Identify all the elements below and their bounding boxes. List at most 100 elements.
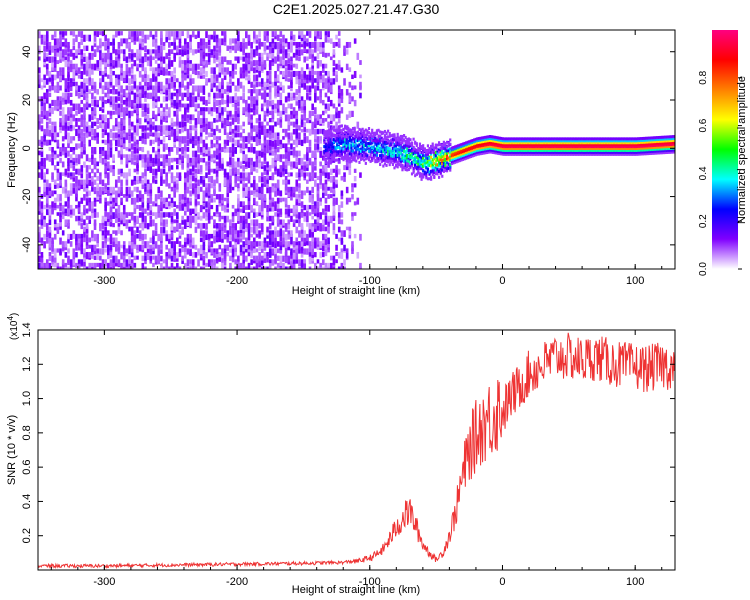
- spectrogram-cell: [237, 201, 240, 209]
- carrier-cell: [350, 146, 353, 150]
- spectrogram-cell: [109, 194, 113, 202]
- spectrogram-cell: [154, 157, 158, 164]
- spectrogram-cell: [295, 201, 299, 206]
- spectrogram-cell: [149, 67, 153, 72]
- spectrogram-cell: [205, 60, 208, 68]
- carrier-cell: [358, 160, 361, 164]
- spectrogram-cell: [67, 208, 70, 215]
- spectrogram-cell: [112, 103, 115, 110]
- spectrogram-cell: [319, 89, 322, 94]
- spectrogram-cell: [133, 96, 137, 104]
- spectrogram-cell: [335, 197, 338, 205]
- spectrogram-cell: [181, 244, 184, 249]
- spectrogram-cell: [213, 157, 216, 164]
- spectrogram-cell: [298, 186, 301, 194]
- carrier-cell: [345, 153, 348, 157]
- spectrogram-cell: [324, 233, 328, 240]
- spectrogram-cell: [266, 179, 269, 184]
- spectrogram-cell: [252, 259, 256, 264]
- spectrogram-cell: [282, 89, 285, 93]
- spectrogram-cell: [53, 262, 57, 268]
- spectrogram-cell: [276, 212, 280, 217]
- spectrogram-cell: [56, 85, 60, 93]
- spectrogram-cell: [252, 179, 256, 184]
- carrier-cell: [345, 131, 348, 135]
- spectrogram-cell: [189, 92, 192, 98]
- spectrogram-cell: [173, 136, 176, 143]
- spectrogram-cell: [197, 110, 200, 117]
- spectrogram-cell: [234, 92, 238, 100]
- spectrogram-cell: [130, 67, 134, 74]
- spectrogram-cell: [141, 255, 145, 262]
- spectrogram-cell: [107, 121, 110, 129]
- spectrogram-cell: [218, 143, 222, 151]
- spectrogram-cell: [237, 31, 240, 35]
- carrier-cell: [336, 143, 339, 147]
- carrier-cell: [379, 154, 382, 158]
- spectrogram-cell: [168, 89, 171, 93]
- spectrogram-cell: [258, 132, 261, 139]
- spectrogram-cell: [319, 183, 322, 189]
- spectrogram-cell: [157, 165, 161, 172]
- spectrogram-cell: [152, 175, 155, 183]
- spectrogram-cell: [287, 70, 291, 78]
- carrier-cell: [331, 134, 334, 138]
- spectrogram-cell: [292, 161, 296, 168]
- spectrogram-cell: [75, 103, 78, 111]
- spectrogram-cell: [321, 244, 325, 252]
- spectrogram-cell: [176, 252, 179, 259]
- spectrogram-cell: [141, 197, 145, 203]
- spectrogram-cell: [316, 60, 320, 65]
- carrier-cell: [369, 150, 372, 154]
- spectrogram-cell: [353, 201, 357, 206]
- spectrogram-cell: [173, 121, 176, 127]
- spectrogram-cell: [38, 172, 41, 178]
- spectrogram-cell: [109, 150, 113, 158]
- spectrogram-cell: [45, 128, 49, 137]
- spectrogram-cell: [255, 74, 259, 82]
- spectrogram-cell: [133, 161, 137, 166]
- spectrogram-cell: [221, 78, 224, 86]
- spectrogram-cell: [263, 139, 267, 146]
- spectrogram-cell: [61, 147, 65, 152]
- spectrogram-cell: [308, 110, 312, 118]
- spectrogram-cell: [99, 67, 102, 71]
- spectrogram-cell: [279, 190, 283, 197]
- spectrogram-cell: [239, 132, 243, 138]
- carrier-cell: [332, 149, 336, 153]
- spectrogram-cell: [340, 128, 344, 134]
- spectrogram-cell: [319, 60, 322, 67]
- spectrogram-cell: [311, 255, 314, 262]
- spectrogram-cell: [67, 63, 70, 71]
- spectrogram-cell: [162, 41, 166, 46]
- spectrogram-cell: [107, 56, 110, 64]
- spectrogram-cell: [170, 31, 174, 37]
- carrier-cell: [359, 157, 363, 161]
- spectrogram-cell: [258, 136, 261, 143]
- spectrogram-cell: [319, 136, 322, 141]
- spectrogram-cell: [160, 215, 163, 223]
- spectrogram-cell: [152, 132, 155, 137]
- spectrogram-cell: [146, 121, 150, 128]
- spectrogram-cell: [290, 81, 293, 89]
- spectrogram-cell: [183, 237, 187, 243]
- spectrogram-cell: [284, 107, 288, 114]
- spectrogram-cell: [268, 175, 272, 181]
- spectrogram-cell: [88, 114, 92, 122]
- spectrogram-cell: [99, 262, 102, 269]
- spectrogram-cell: [178, 121, 182, 128]
- spectrogram-cell: [234, 237, 238, 243]
- spectrogram-cell: [191, 259, 195, 265]
- spectrogram-cell: [85, 179, 89, 185]
- spectrogram-cell: [144, 81, 147, 86]
- spectrogram-cell: [226, 85, 230, 92]
- spectrogram-cell: [168, 70, 171, 76]
- spectrogram-cell: [306, 92, 309, 100]
- spectrogram-cell: [183, 70, 187, 75]
- spectrogram-cell: [77, 204, 81, 212]
- spectrogram-cell: [64, 132, 68, 140]
- carrier-cell: [388, 154, 391, 158]
- spectrogram-cell: [144, 255, 147, 261]
- spectrogram-cell: [104, 172, 107, 179]
- spectrogram-cell: [252, 103, 256, 111]
